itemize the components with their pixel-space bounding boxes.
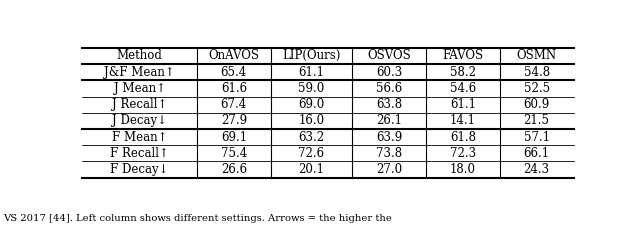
Text: F Mean↑: F Mean↑ bbox=[112, 131, 168, 144]
Text: 65.4: 65.4 bbox=[221, 66, 247, 79]
Text: OSMN: OSMN bbox=[516, 50, 557, 62]
Text: LIP(Ours): LIP(Ours) bbox=[282, 50, 340, 62]
Text: 16.0: 16.0 bbox=[298, 114, 324, 127]
Text: FAVOS: FAVOS bbox=[442, 50, 483, 62]
Text: 61.1: 61.1 bbox=[298, 66, 324, 79]
Text: 60.3: 60.3 bbox=[376, 66, 402, 79]
Text: 61.1: 61.1 bbox=[450, 98, 476, 111]
Text: Method: Method bbox=[116, 50, 163, 62]
Text: 63.9: 63.9 bbox=[376, 131, 402, 144]
Text: J Decay↓: J Decay↓ bbox=[112, 114, 167, 127]
Text: VS 2017 [44]. Left column shows different settings. Arrows = the higher the: VS 2017 [44]. Left column shows differen… bbox=[3, 214, 392, 223]
Text: J Recall↑: J Recall↑ bbox=[112, 98, 168, 111]
Text: 72.6: 72.6 bbox=[298, 147, 324, 160]
Text: 26.6: 26.6 bbox=[221, 163, 247, 176]
Text: F Decay↓: F Decay↓ bbox=[111, 163, 169, 176]
Text: J Mean↑: J Mean↑ bbox=[114, 82, 166, 95]
Text: OnAVOS: OnAVOS bbox=[209, 50, 259, 62]
Text: F Recall↑: F Recall↑ bbox=[110, 147, 169, 160]
Text: 54.6: 54.6 bbox=[450, 82, 476, 95]
Text: 60.9: 60.9 bbox=[524, 98, 550, 111]
Text: 58.2: 58.2 bbox=[450, 66, 476, 79]
Text: 26.1: 26.1 bbox=[376, 114, 402, 127]
Text: J&F Mean↑: J&F Mean↑ bbox=[104, 66, 175, 79]
Text: OSVOS: OSVOS bbox=[367, 50, 411, 62]
Text: 27.0: 27.0 bbox=[376, 163, 402, 176]
Text: 63.8: 63.8 bbox=[376, 98, 402, 111]
Text: 56.6: 56.6 bbox=[376, 82, 402, 95]
Text: 66.1: 66.1 bbox=[524, 147, 550, 160]
Text: 14.1: 14.1 bbox=[450, 114, 476, 127]
Text: 69.1: 69.1 bbox=[221, 131, 247, 144]
Text: 72.3: 72.3 bbox=[450, 147, 476, 160]
Text: 57.1: 57.1 bbox=[524, 131, 550, 144]
Text: 24.3: 24.3 bbox=[524, 163, 550, 176]
Text: 21.5: 21.5 bbox=[524, 114, 550, 127]
Text: 59.0: 59.0 bbox=[298, 82, 324, 95]
Text: 75.4: 75.4 bbox=[221, 147, 247, 160]
Text: 73.8: 73.8 bbox=[376, 147, 402, 160]
Text: 20.1: 20.1 bbox=[298, 163, 324, 176]
Text: 54.8: 54.8 bbox=[524, 66, 550, 79]
Text: 63.2: 63.2 bbox=[298, 131, 324, 144]
Text: 61.8: 61.8 bbox=[450, 131, 476, 144]
Text: 52.5: 52.5 bbox=[524, 82, 550, 95]
Text: 18.0: 18.0 bbox=[450, 163, 476, 176]
Text: 69.0: 69.0 bbox=[298, 98, 324, 111]
Text: 61.6: 61.6 bbox=[221, 82, 247, 95]
Text: 27.9: 27.9 bbox=[221, 114, 247, 127]
Text: 67.4: 67.4 bbox=[221, 98, 247, 111]
